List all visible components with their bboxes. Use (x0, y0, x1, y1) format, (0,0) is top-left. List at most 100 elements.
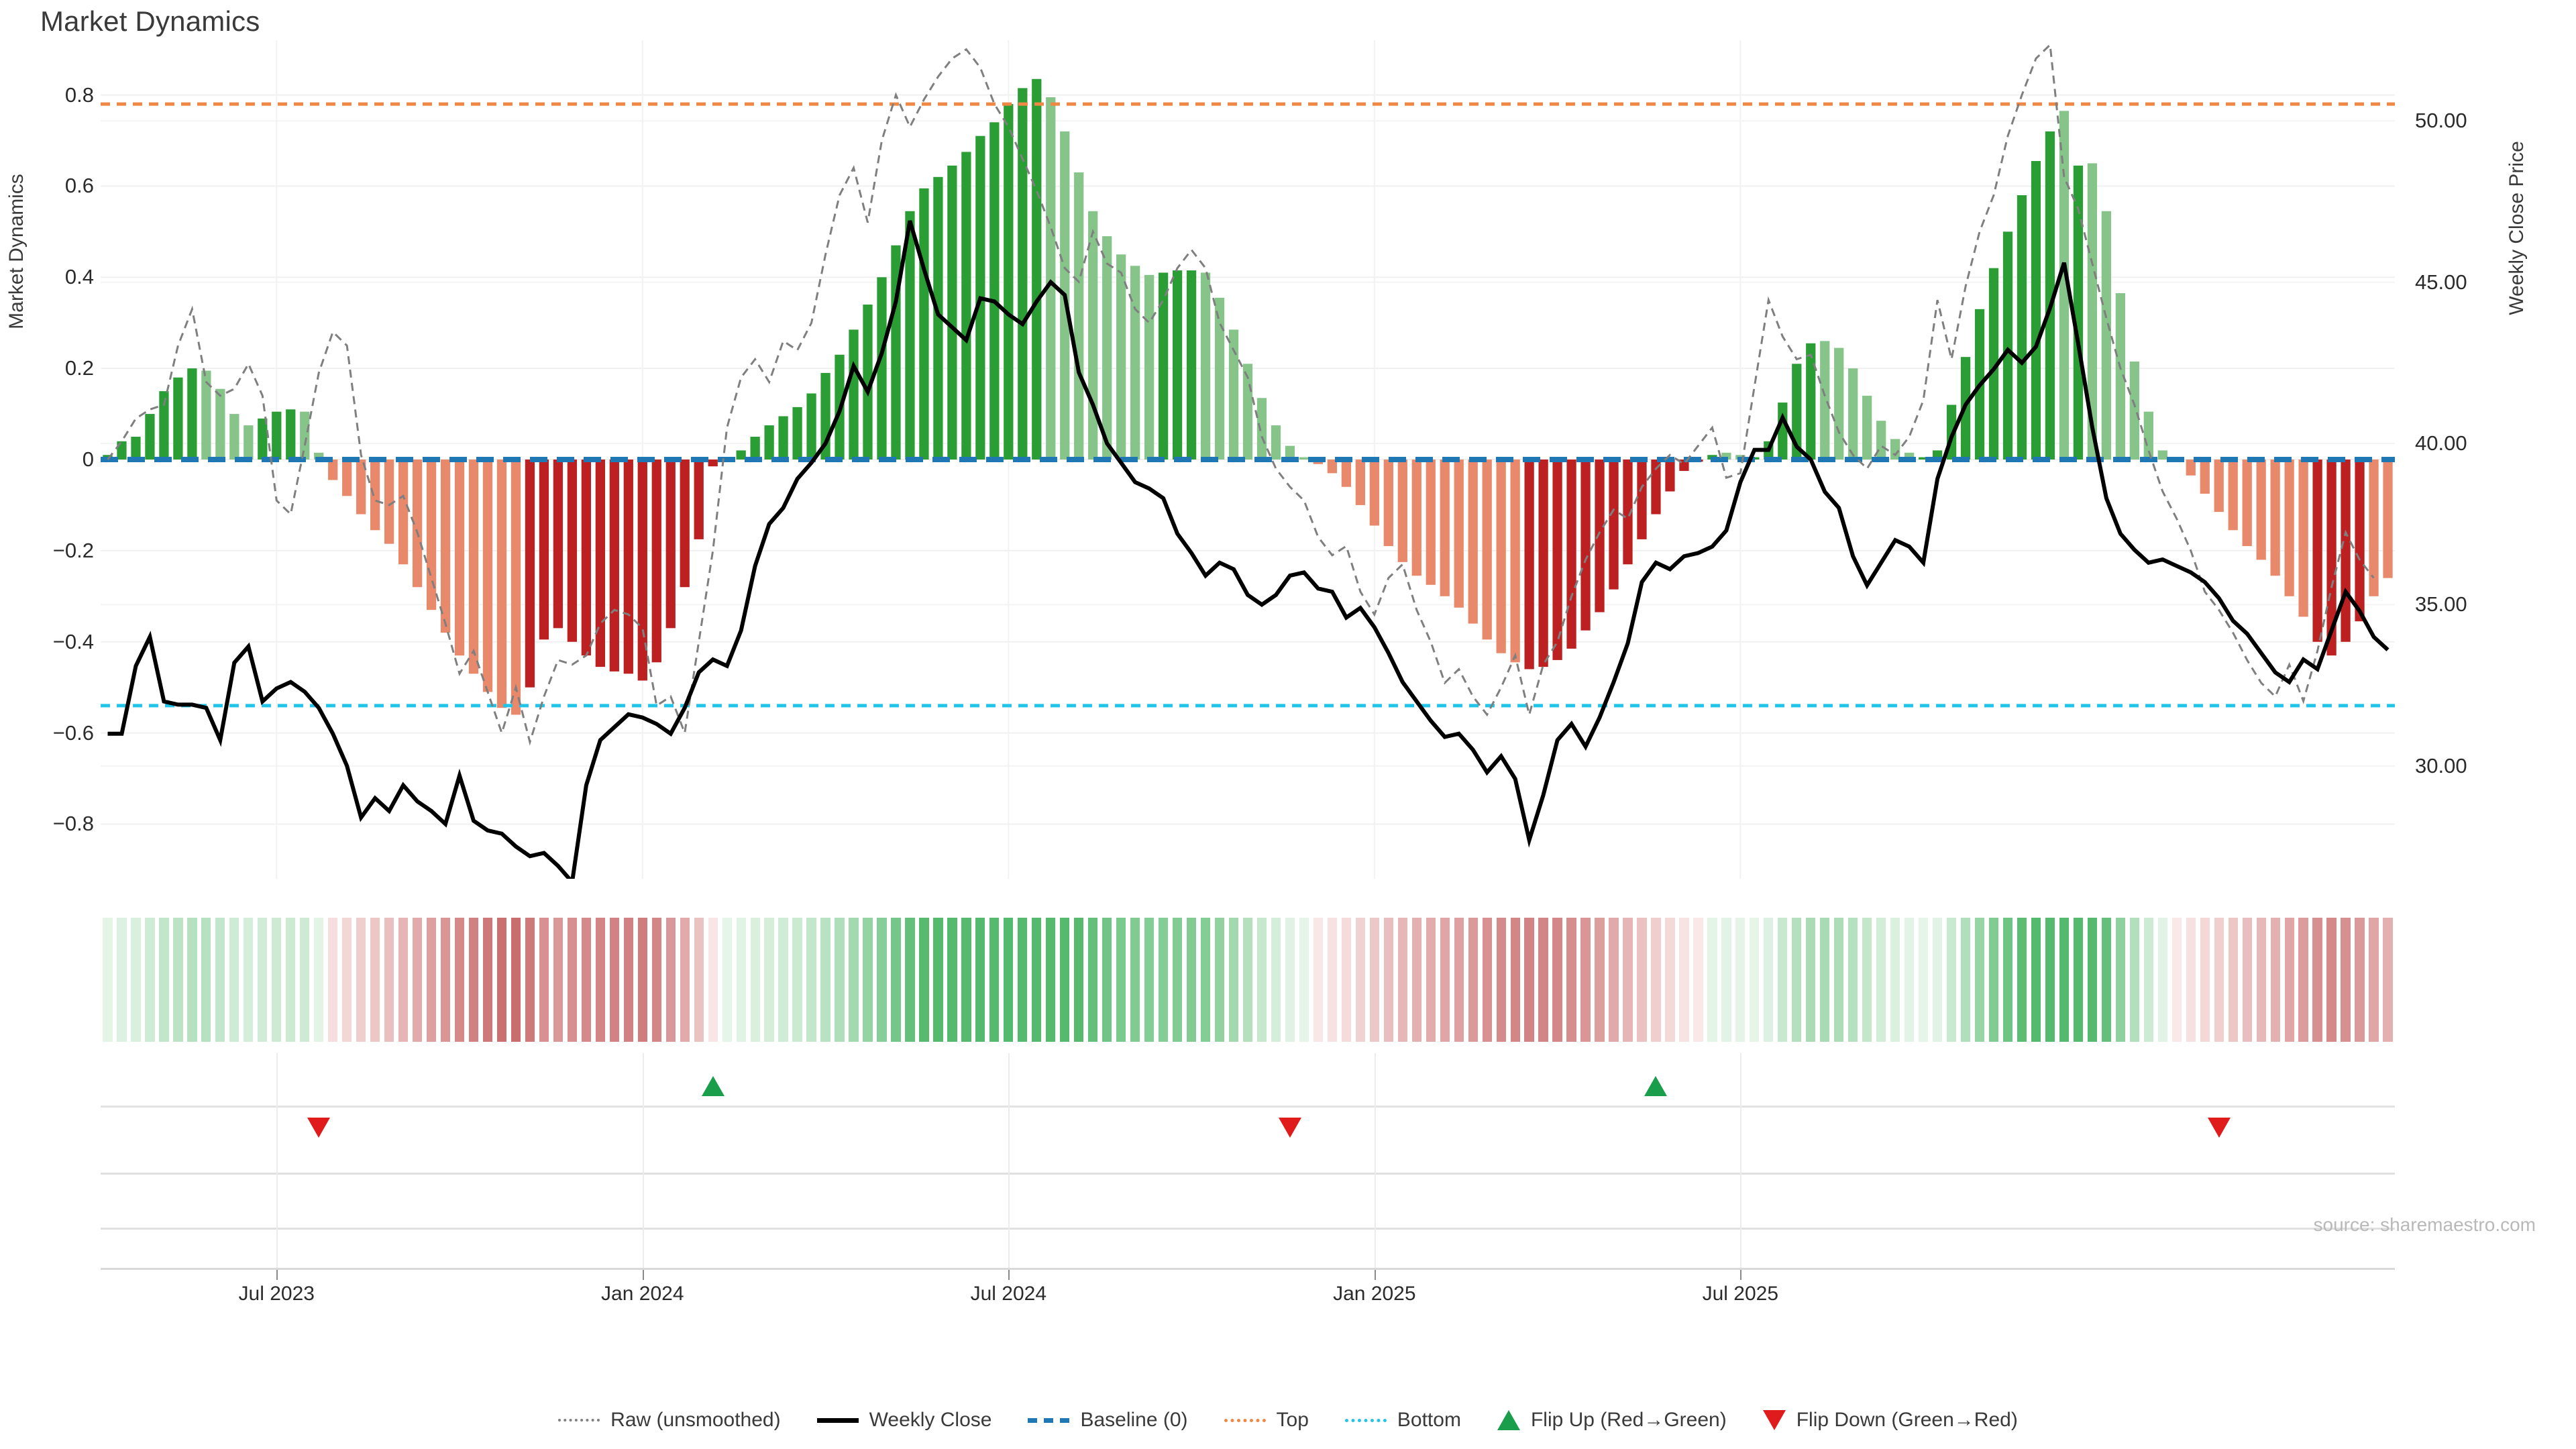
bar[interactable] (1890, 439, 1900, 460)
bar[interactable] (2017, 195, 2027, 460)
heat-cell[interactable] (595, 918, 605, 1042)
bar[interactable] (1088, 211, 1098, 460)
bar[interactable] (750, 437, 760, 460)
heat-cell[interactable] (806, 918, 816, 1042)
heat-cell[interactable] (1355, 918, 1365, 1042)
bar[interactable] (1524, 460, 1534, 669)
heat-cell[interactable] (1510, 918, 1520, 1042)
bar[interactable] (1102, 236, 1112, 460)
bar[interactable] (1721, 452, 1731, 460)
bar[interactable] (637, 460, 647, 681)
heat-cell[interactable] (1228, 918, 1239, 1042)
bar[interactable] (863, 305, 873, 460)
heat-cell[interactable] (1144, 918, 1155, 1042)
legend-item[interactable]: Weekly Close (816, 1409, 991, 1432)
heat-cell[interactable] (2228, 918, 2238, 1042)
bar[interactable] (849, 329, 859, 460)
heat-cell[interactable] (1327, 918, 1338, 1042)
heat-cell[interactable] (708, 918, 718, 1042)
heat-cell[interactable] (1707, 918, 1717, 1042)
flip-down-marker[interactable] (1278, 1118, 1301, 1138)
heat-cell[interactable] (356, 918, 366, 1042)
heat-cell[interactable] (229, 918, 239, 1042)
bar[interactable] (2369, 460, 2379, 596)
bar[interactable] (736, 450, 746, 460)
heat-cell[interactable] (1862, 918, 1872, 1042)
heat-cell[interactable] (1623, 918, 1633, 1042)
heat-cell[interactable] (2115, 918, 2125, 1042)
bar[interactable] (1440, 460, 1450, 596)
heat-cell[interactable] (2312, 918, 2322, 1042)
bar[interactable] (1482, 460, 1492, 640)
bar[interactable] (1214, 297, 1225, 460)
heat-cell[interactable] (1426, 918, 1436, 1042)
heat-cell[interactable] (145, 918, 155, 1042)
bar[interactable] (1032, 78, 1042, 460)
bar[interactable] (244, 425, 254, 460)
bar[interactable] (187, 368, 197, 460)
heat-cell[interactable] (2341, 918, 2351, 1042)
bar[interactable] (356, 460, 366, 515)
bar[interactable] (1468, 460, 1478, 624)
heat-cell[interactable] (905, 918, 915, 1042)
heat-cell[interactable] (454, 918, 465, 1042)
heat-cell[interactable] (2101, 918, 2111, 1042)
bar[interactable] (778, 416, 788, 460)
heat-cell[interactable] (440, 918, 451, 1042)
heat-cell[interactable] (1088, 918, 1098, 1042)
bar[interactable] (1834, 347, 1844, 460)
heat-cell[interactable] (187, 918, 197, 1042)
bar[interactable] (511, 460, 521, 715)
bar[interactable] (1848, 368, 1858, 460)
legend-item[interactable]: Raw (unsmoothed) (558, 1409, 781, 1432)
heat-cell[interactable] (1046, 918, 1056, 1042)
bar[interactable] (201, 370, 211, 460)
legend-item[interactable]: Flip Down (Green→Red) (1762, 1409, 2018, 1432)
heat-cell[interactable] (1496, 918, 1506, 1042)
bar[interactable] (1116, 254, 1126, 460)
bar[interactable] (1327, 460, 1338, 474)
legend-item[interactable]: Baseline (0) (1028, 1409, 1188, 1432)
heat-cell[interactable] (2157, 918, 2167, 1042)
bar[interactable] (2115, 293, 2125, 460)
heat-cell[interactable] (1341, 918, 1351, 1042)
bar[interactable] (1186, 270, 1197, 460)
heat-cell[interactable] (722, 918, 732, 1042)
bar[interactable] (2002, 231, 2013, 460)
heat-cell[interactable] (1004, 918, 1014, 1042)
heat-cell[interactable] (919, 918, 929, 1042)
heat-cell[interactable] (272, 918, 282, 1042)
heat-cell[interactable] (2298, 918, 2308, 1042)
heat-cell[interactable] (2242, 918, 2252, 1042)
bar[interactable] (272, 411, 282, 460)
bar[interactable] (1426, 460, 1436, 585)
bar[interactable] (1792, 364, 1802, 460)
heat-cell[interactable] (2256, 918, 2266, 1042)
chart-legend[interactable]: Raw (unsmoothed) Weekly Close Baseline (0)… (0, 1409, 2576, 1432)
bar[interactable] (2031, 161, 2041, 460)
heat-cell[interactable] (609, 918, 619, 1042)
bar[interactable] (370, 460, 380, 531)
bar[interactable] (2087, 163, 2098, 460)
heat-cell[interactable] (1397, 918, 1407, 1042)
bar[interactable] (1637, 460, 1647, 539)
heat-cell[interactable] (1580, 918, 1591, 1042)
heat-cell[interactable] (623, 918, 633, 1042)
heat-cell[interactable] (1946, 918, 1957, 1042)
bar[interactable] (919, 188, 929, 460)
bar[interactable] (1623, 460, 1633, 565)
bar[interactable] (159, 391, 169, 460)
heat-cell[interactable] (1637, 918, 1647, 1042)
bar[interactable] (2228, 460, 2238, 531)
bar[interactable] (328, 460, 338, 480)
heat-cell[interactable] (1411, 918, 1421, 1042)
heat-cell[interactable] (314, 918, 324, 1042)
bar[interactable] (2186, 460, 2196, 476)
bar[interactable] (567, 460, 578, 642)
bar[interactable] (440, 460, 451, 633)
heat-cell[interactable] (1595, 918, 1605, 1042)
heat-cell[interactable] (328, 918, 338, 1042)
heat-cell[interactable] (1524, 918, 1534, 1042)
heat-cell[interactable] (1679, 918, 1689, 1042)
flip-up-marker[interactable] (701, 1076, 724, 1096)
